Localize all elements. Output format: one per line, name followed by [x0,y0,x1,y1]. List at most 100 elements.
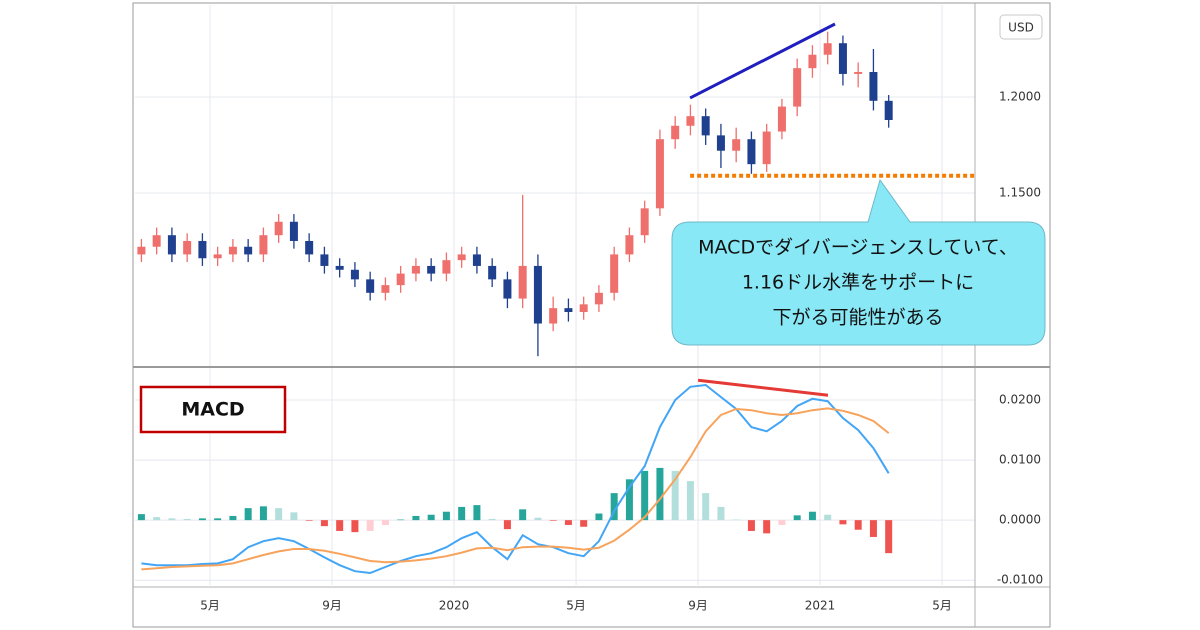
candle-body [152,235,161,247]
callout-text: 1.16ドル水準をサポートに [742,272,974,294]
candle-body [716,135,725,151]
candle-body [747,139,756,165]
histogram-bar [549,520,557,521]
x-tick-label: 2021 [805,599,836,613]
candle-body [427,265,436,274]
histogram-bar [412,515,420,521]
candle-body [701,116,710,136]
candle-body [793,68,802,107]
divergence-line [697,378,829,397]
histogram-bar [686,481,694,521]
candle-body [503,279,512,299]
candle-body [396,273,405,286]
currency-label: USD [1008,21,1034,35]
histogram-bar [564,520,572,525]
histogram-bar [854,520,862,530]
histogram-bar [671,470,679,521]
histogram-bar [625,479,633,521]
histogram-bar [885,520,893,554]
histogram-bar [275,508,283,521]
histogram-bar [427,514,435,521]
candle-body [213,254,222,259]
candle-body [350,269,359,280]
histogram-bar [717,506,725,521]
candle-body [869,72,878,101]
candle-body [762,131,771,165]
candle-body [655,139,664,209]
histogram-bar [580,520,588,527]
histogram-bar [534,517,542,521]
y-tick-label: 1.2000 [999,89,1041,103]
histogram-bar [259,506,267,521]
histogram-bar [763,520,771,534]
y-tick-label: 0.0200 [999,393,1041,407]
histogram-bar [229,515,237,521]
currency-box [999,14,1043,40]
histogram-bar [702,493,710,521]
histogram-bar [366,520,374,531]
candle-body [366,279,375,293]
candle-body [671,125,680,140]
candle-body [228,246,237,255]
histogram-bar [336,520,344,531]
histogram-bar [198,518,206,521]
candle-body [411,265,420,274]
histogram-bar [839,520,847,525]
histogram-bar [153,517,161,521]
candle-body [854,72,863,74]
candle-body [335,265,344,270]
macd-title-box [139,385,287,434]
candle-body [244,246,253,255]
histogram-bar [519,509,527,521]
candle-body [594,292,603,305]
x-tick-label: 9月 [688,599,708,613]
candle-body [198,240,207,259]
histogram-bar [824,514,832,521]
histogram-bar [137,514,145,521]
histogram-bar [305,520,313,521]
callout-text: 下がる可能性がある [772,307,943,329]
candle-body [305,240,314,255]
candle-body [610,254,619,293]
candle-body [686,116,695,126]
y-tick-label: 1.1500 [999,185,1041,199]
candle-body [472,254,481,266]
histogram-bar [381,520,389,525]
histogram-bar [320,520,328,527]
callout: MACDでダイバージェンスしていて、 1.16ドル水準をサポートに 下がる可能性… [671,178,1046,346]
candle-body [777,106,786,132]
candle-body [137,246,146,255]
x-tick-label: 5月 [200,599,220,613]
trend-line [689,22,836,100]
candle-body [259,235,268,255]
candle-body [564,308,573,313]
histogram-bar [793,515,801,521]
histogram-bar [595,513,603,521]
macd-line [141,383,890,575]
candle-body [518,265,527,299]
histogram-bar [473,505,481,521]
histogram-bar [732,519,740,521]
histogram-bar [458,506,466,521]
histogram-bar [808,511,816,521]
candle-body [289,221,298,241]
histogram-bar [488,518,496,521]
callout-box [671,178,1046,346]
candle-body [167,235,176,255]
candle-body [640,208,649,236]
candle-body [838,43,847,74]
candle-body [488,265,497,280]
candle-body [549,308,558,324]
histogram-bar [351,520,359,533]
candle-body [457,254,466,261]
candle-body [823,43,832,55]
x-tick-label: 2020 [439,599,470,613]
x-tick-label: 9月 [322,599,342,613]
histogram-bar [442,511,450,521]
candle-body [533,265,542,324]
y-tick-label: -0.0100 [997,573,1043,587]
macd-line [141,407,890,571]
histogram-bar [397,519,405,521]
candle-body [625,235,634,255]
